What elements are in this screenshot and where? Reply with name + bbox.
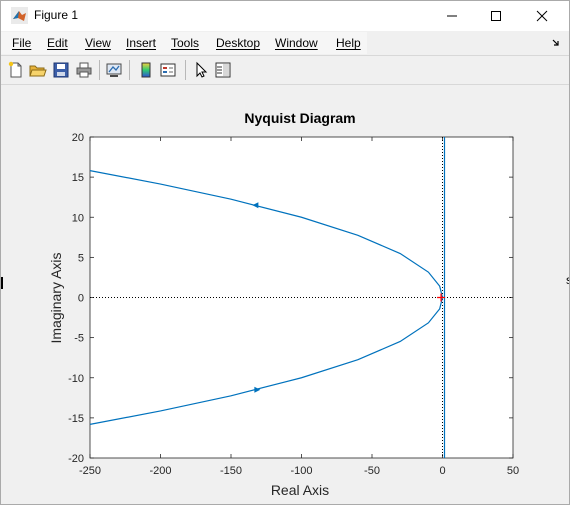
minimize-button[interactable] (429, 1, 475, 31)
x-tick-label: -250 (79, 465, 101, 477)
nyquist-curve-positive (89, 170, 444, 298)
x-tick-label: -50 (364, 465, 380, 477)
maximize-button[interactable] (473, 1, 519, 31)
edit-plot-icon[interactable] (192, 61, 210, 79)
menu-insert[interactable]: Insert (126, 36, 157, 50)
menu-desktop[interactable]: Desktop (216, 36, 261, 50)
x-tick-label: -200 (149, 465, 171, 477)
edge-artifact-left (1, 277, 3, 289)
y-tick-label: 0 (78, 293, 84, 305)
direction-arrow-2 (254, 386, 261, 393)
y-tick-label: -20 (68, 453, 84, 465)
y-tick-label: -5 (74, 333, 84, 345)
menu-window[interactable]: Window (275, 36, 318, 50)
x-tick-label: 50 (507, 465, 519, 477)
menu-edit[interactable]: Edit (47, 36, 68, 50)
direction-arrow-1 (252, 202, 259, 209)
menu-file[interactable]: File (12, 36, 32, 50)
y-tick-label: 5 (78, 252, 84, 264)
property-inspector-icon[interactable] (214, 61, 232, 79)
title-bar[interactable]: Figure 1 (1, 1, 569, 31)
save-icon[interactable] (52, 61, 70, 79)
new-figure-icon[interactable] (7, 61, 25, 79)
menu-tools[interactable]: Tools (171, 36, 200, 50)
open-file-icon[interactable] (29, 61, 47, 79)
insert-legend-icon[interactable] (159, 61, 177, 79)
y-axis-label: Imaginary Axis (48, 252, 64, 343)
dock-arrow-icon[interactable] (552, 39, 560, 47)
y-tick-label: 10 (72, 212, 84, 224)
x-tick-label: -150 (220, 465, 242, 477)
y-tick-label: -15 (68, 413, 84, 425)
menu-view[interactable]: View (85, 36, 111, 50)
print-icon[interactable] (75, 61, 93, 79)
y-tick-label: 15 (72, 172, 84, 184)
nyquist-chart: -250 -200 -150 -100 -50 0 5020151050-5-10-15-2… (48, 110, 519, 498)
matlab-icon (11, 7, 28, 24)
menu-help[interactable]: Help (336, 36, 361, 50)
y-tick-label: 20 (72, 132, 84, 144)
figure-toolbar (1, 55, 569, 85)
close-icon (536, 10, 548, 22)
nyquist-curve-negative (89, 297, 444, 425)
window-title: Figure 1 (34, 8, 79, 22)
chart-title: Nyquist Diagram (244, 110, 355, 126)
maximize-icon (491, 11, 501, 21)
close-button[interactable] (519, 1, 565, 31)
y-tick-label: -10 (68, 373, 84, 385)
menu-bar: File Edit View Insert Tools Desktop Wind… (1, 32, 569, 54)
link-plot-icon[interactable] (105, 61, 123, 79)
insert-colorbar-icon[interactable] (137, 61, 155, 79)
edge-artifact-right: s (566, 273, 569, 287)
x-tick-label: 0 (439, 465, 445, 477)
x-axis-label: Real Axis (271, 482, 329, 498)
minimize-icon (447, 15, 457, 17)
figure-canvas: -250 -200 -150 -100 -50 0 50 20 15 10 5 0 -5 -10 -15 -2… (3, 85, 567, 503)
x-tick-label: -100 (290, 465, 312, 477)
